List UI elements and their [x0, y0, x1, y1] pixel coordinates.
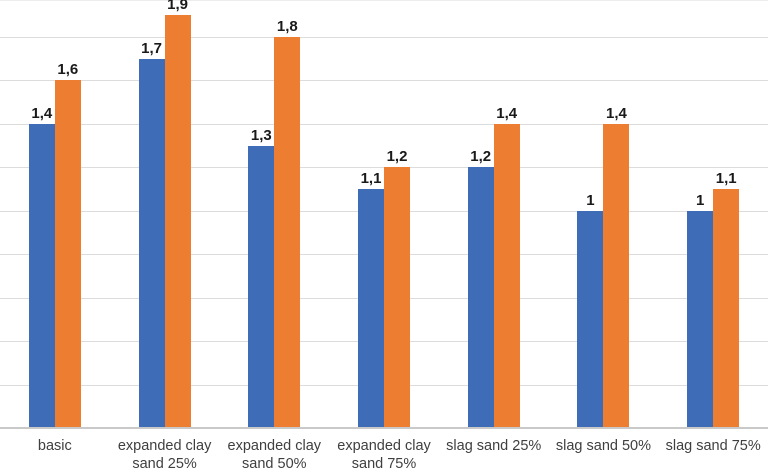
bar-wrap-series-orange-slag-sand-50: 1,4: [603, 104, 630, 428]
data-label-series-blue-slag-sand-75: 1: [696, 191, 705, 209]
gridline-y-1.8: [0, 36, 768, 38]
bar-group-expanded-clay-sand-25: 1,7 1,9: [110, 0, 220, 428]
bar-series-orange-slag-sand-75: [713, 189, 740, 428]
category-label-slag-sand-75: slag sand 75%: [665, 438, 761, 454]
bar-group-slag-sand-50: 1 1,4: [549, 0, 659, 428]
bar-series-blue-expanded-clay-sand-25: [138, 58, 165, 428]
data-label-series-orange-slag-sand-50: 1,4: [606, 104, 627, 122]
bar-series-blue-basic: [28, 123, 55, 428]
bar-pair: 1,1 1,2: [358, 148, 411, 428]
bar-pair: 1 1,4: [577, 104, 630, 428]
category-label-basic: basic: [37, 438, 72, 454]
bar-group-expanded-clay-sand-50: 1,3 1,8: [219, 0, 329, 428]
plot-area: 1,4 1,6 1,7 1,9 1,3 1,8 1,1 1,2 1,2 1,4 1 1,4 1 1,1: [0, 0, 768, 429]
plot-top-border: [0, 0, 768, 1]
bar-series-orange-slag-sand-50: [603, 123, 630, 428]
x-axis-line: [0, 427, 768, 429]
bar-series-orange-expanded-clay-sand-75: [384, 167, 411, 428]
data-label-series-orange-expanded-clay-sand-50: 1,8: [276, 17, 298, 35]
bar-group-expanded-clay-sand-75: 1,1 1,2: [329, 0, 439, 428]
bar-pair: 1,2 1,4: [467, 104, 520, 428]
category-label-expanded-clay-sand-75: expanded clay sand 75%: [337, 438, 431, 472]
data-label-series-orange-slag-sand-25: 1,4: [496, 104, 518, 122]
bar-group-slag-sand-75: 1 1,1: [658, 0, 768, 428]
bar-pair: 1 1,1: [687, 170, 740, 428]
bar-series-blue-expanded-clay-sand-50: [248, 145, 275, 428]
bar-wrap-series-orange-basic: 1,6: [54, 61, 81, 428]
bar-pair: 1,3 1,8: [248, 17, 301, 428]
bar-wrap-series-blue-expanded-clay-sand-75: 1,1: [358, 170, 385, 428]
category-label-slag-sand-50: slag sand 50%: [555, 438, 652, 454]
bar-wrap-series-blue-slag-sand-50: 1: [577, 191, 604, 428]
bar-pair: 1,7 1,9: [138, 0, 191, 428]
bar-series-blue-slag-sand-75: [687, 210, 714, 428]
gridline-y-1.6: [0, 80, 768, 82]
data-label-series-blue-slag-sand-50: 1: [586, 191, 595, 209]
bar-wrap-series-blue-expanded-clay-sand-25: 1,7: [138, 39, 165, 428]
bar-series-blue-slag-sand-25: [467, 167, 494, 428]
bar-groups: 1,4 1,6 1,7 1,9 1,3 1,8 1,1 1,2 1,2 1,4 1 1,4 1 1,1: [0, 0, 768, 428]
bar-wrap-series-orange-expanded-clay-sand-25: 1,9: [164, 0, 191, 428]
bar-wrap-series-blue-slag-sand-25: 1,2: [467, 148, 494, 428]
bar-wrap-series-orange-slag-sand-75: 1,1: [713, 170, 740, 428]
data-label-series-orange-expanded-clay-sand-75: 1,2: [386, 148, 408, 166]
bar-group-slag-sand-25: 1,2 1,4: [439, 0, 549, 428]
bar-series-orange-expanded-clay-sand-50: [274, 36, 301, 428]
category-axis-labels: basic expanded clay sand 25% expanded clay…: [0, 437, 768, 473]
bar-series-orange-expanded-clay-sand-25: [164, 15, 191, 428]
bar-series-orange-slag-sand-25: [493, 123, 520, 428]
category-label-expanded-clay-sand-50: expanded clay sand 50%: [227, 438, 322, 472]
bar-wrap-series-blue-slag-sand-75: 1: [687, 191, 714, 428]
bar-group-basic: 1,4 1,6: [0, 0, 110, 428]
category-label-slag-sand-25: slag sand 25%: [446, 438, 542, 454]
data-label-series-blue-expanded-clay-sand-50: 1,3: [250, 126, 272, 144]
bar-series-orange-basic: [54, 80, 81, 428]
bar-series-blue-slag-sand-50: [577, 210, 604, 428]
data-label-series-blue-expanded-clay-sand-75: 1,1: [360, 170, 382, 188]
bar-wrap-series-blue-expanded-clay-sand-50: 1,3: [248, 126, 275, 428]
bar-series-blue-expanded-clay-sand-75: [358, 189, 385, 428]
bar-pair: 1,4 1,6: [28, 61, 81, 428]
bar-wrap-series-orange-expanded-clay-sand-75: 1,2: [384, 148, 411, 428]
category-label-expanded-clay-sand-25: expanded clay sand 25%: [117, 438, 212, 472]
data-label-series-orange-slag-sand-75: 1,1: [715, 170, 737, 188]
bar-wrap-series-blue-basic: 1,4: [28, 104, 55, 428]
bar-wrap-series-orange-slag-sand-25: 1,4: [493, 104, 520, 428]
gridline-y-1.4: [0, 123, 768, 125]
bar-wrap-series-orange-expanded-clay-sand-50: 1,8: [274, 17, 301, 428]
data-label-series-blue-basic: 1,4: [31, 104, 53, 122]
gridline-y-1.2: [0, 167, 768, 169]
data-label-series-orange-basic: 1,6: [57, 61, 79, 79]
data-label-series-blue-slag-sand-25: 1,2: [470, 148, 492, 166]
data-label-series-orange-expanded-clay-sand-25: 1,9: [167, 0, 188, 14]
data-label-series-blue-expanded-clay-sand-25: 1,7: [141, 39, 162, 57]
